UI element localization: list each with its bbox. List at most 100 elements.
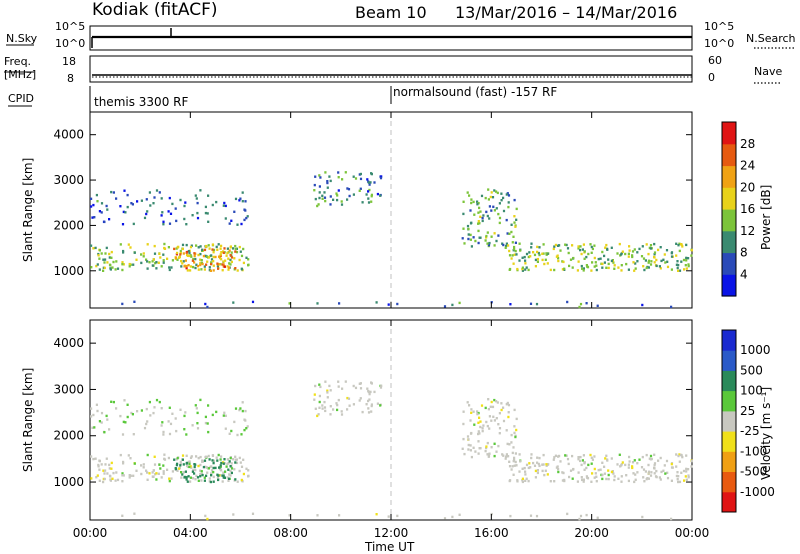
power-cell — [96, 200, 99, 203]
velocity-marks — [90, 380, 693, 521]
velocity-cell — [155, 398, 159, 402]
power-cell — [203, 268, 206, 271]
velocity-cell — [238, 469, 241, 473]
velocity-cell — [241, 409, 244, 413]
power-cell — [369, 181, 372, 184]
power-cell — [664, 261, 667, 264]
power-cell — [490, 235, 493, 238]
power-cell — [217, 267, 220, 270]
velocity-cell — [466, 401, 469, 404]
power-cell — [194, 194, 197, 197]
velocity-cell — [577, 456, 580, 459]
velocity-cell — [243, 418, 246, 421]
velocity-cell — [316, 414, 319, 418]
power-cell — [604, 246, 607, 249]
velocity-cell — [649, 454, 653, 458]
velocity-cell — [568, 475, 571, 479]
velocity-cell — [199, 455, 202, 459]
velocity-cell — [653, 462, 657, 465]
power-cell — [210, 258, 214, 261]
colorbar-swatch — [722, 451, 736, 472]
velocity-cell — [207, 467, 210, 470]
power-cell — [236, 269, 239, 272]
velocity-cell — [234, 407, 238, 410]
beam-label: Beam 10 — [355, 3, 427, 22]
power-cell — [232, 301, 235, 304]
power-cell — [234, 244, 237, 248]
velocity-cell — [314, 407, 317, 410]
power-cell — [313, 183, 316, 187]
velocity-cell — [95, 403, 98, 406]
power-cell — [195, 263, 198, 266]
power-cell — [649, 263, 653, 266]
power-cell — [318, 196, 321, 200]
power-cell — [183, 204, 186, 208]
velocity-cell — [479, 425, 482, 429]
velocity-cell — [179, 464, 182, 467]
velocity-cell — [690, 459, 693, 463]
velocity-cell — [512, 473, 515, 476]
velocity-cell — [590, 480, 593, 483]
power-cell — [212, 269, 215, 272]
colorbar-swatch — [722, 122, 736, 145]
power-cell — [625, 262, 628, 266]
velocity-cell — [488, 452, 491, 455]
power-cell — [489, 195, 492, 199]
power-cell — [210, 254, 213, 257]
velocity-cell — [184, 411, 187, 414]
velocity-cell — [510, 468, 513, 471]
power-cell — [495, 190, 498, 193]
power-cell — [514, 225, 517, 228]
velocity-cell — [321, 404, 324, 407]
power-cell — [536, 250, 539, 254]
power-cell — [163, 246, 166, 250]
velocity-cell — [243, 428, 246, 432]
power-cell — [477, 220, 480, 223]
velocity-cell — [207, 430, 210, 434]
power-cell — [337, 171, 340, 174]
velocity-cell — [98, 479, 101, 482]
velocity-cell — [102, 480, 105, 484]
power-cell — [238, 199, 241, 202]
power-cell — [196, 201, 199, 205]
power-cell — [211, 248, 214, 251]
velocity-cell — [525, 477, 528, 480]
power-cell — [587, 252, 590, 256]
velocity-cell — [223, 458, 226, 461]
power-cell — [607, 262, 610, 266]
power-cell — [500, 192, 503, 195]
power-cell — [596, 304, 599, 307]
velocity-cell — [370, 382, 373, 385]
velocity-cell — [211, 454, 214, 457]
velocity-cell — [514, 435, 517, 439]
velocity-cell — [641, 515, 644, 519]
power-cell — [508, 254, 512, 257]
velocity-cell — [196, 427, 200, 430]
velocity-cell — [122, 474, 125, 477]
velocity-cell — [501, 453, 504, 456]
power-cell — [513, 253, 516, 256]
velocity-cell — [599, 468, 602, 471]
power-cell — [529, 302, 533, 305]
power-cell — [202, 254, 205, 258]
power-cell — [227, 257, 230, 260]
velocity-cell — [490, 419, 493, 422]
power-cell — [223, 265, 226, 268]
colorbar-tick-label: 12 — [740, 224, 755, 238]
power-cell — [525, 252, 529, 256]
power-cell — [513, 248, 516, 251]
power-cell — [140, 261, 143, 265]
velocity-cell — [530, 453, 533, 456]
power-cell — [603, 261, 606, 264]
power-cell — [110, 250, 113, 254]
power-cell — [121, 263, 124, 266]
power-cell — [467, 237, 470, 241]
velocity-cell — [251, 512, 255, 515]
power-cell — [106, 208, 109, 211]
velocity-cell — [649, 474, 653, 477]
velocity-cell — [199, 398, 202, 402]
velocity-cell — [168, 477, 171, 480]
velocity-cell — [121, 514, 124, 517]
power-cell — [111, 266, 114, 269]
power-cell — [576, 269, 579, 272]
